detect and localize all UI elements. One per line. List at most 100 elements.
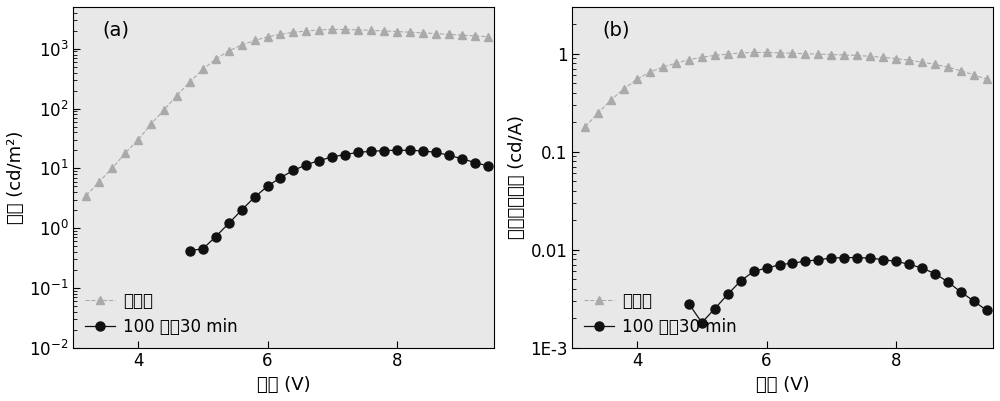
100 度，30 min (326, 154, 338, 159)
抒真空 (352, 27, 364, 32)
100 度，30 min (365, 149, 377, 154)
抒真空 (443, 32, 455, 37)
抒真空 (249, 38, 261, 43)
100 度，30 min (339, 152, 351, 157)
100 度，30 min (864, 256, 876, 261)
100 度，30 min (391, 148, 403, 153)
Legend: 抒真空, 100 度，30 min: 抒真空, 100 度，30 min (581, 288, 740, 339)
100 度，30 min (722, 292, 734, 297)
抒真空 (903, 58, 915, 63)
100 度，30 min (300, 162, 312, 167)
抒真空 (968, 72, 980, 77)
100 度，30 min (877, 257, 889, 262)
100 度，30 min (249, 194, 261, 199)
100 度，30 min (184, 248, 196, 253)
Line: 100 度，30 min: 100 度，30 min (684, 253, 991, 327)
抒真空 (929, 62, 941, 67)
抒真空 (981, 77, 993, 81)
抒真空 (735, 51, 747, 55)
100 度，30 min (786, 261, 798, 265)
抒真空 (300, 28, 312, 33)
抒真空 (812, 52, 824, 57)
Legend: 抒真空, 100 度，30 min: 抒真空, 100 度，30 min (82, 288, 241, 339)
抒真空 (709, 53, 721, 58)
抒真空 (430, 31, 442, 36)
抒真空 (786, 51, 798, 56)
抒真空 (838, 53, 850, 57)
100 度，30 min (236, 208, 248, 213)
100 度，30 min (430, 150, 442, 155)
抒真空 (326, 27, 338, 32)
抒真空 (145, 122, 157, 126)
100 度，30 min (735, 278, 747, 283)
抒真空 (80, 193, 92, 198)
100 度，30 min (287, 168, 299, 173)
抒真空 (210, 57, 222, 61)
100 度，30 min (968, 298, 980, 303)
100 度，30 min (378, 148, 390, 153)
100 度，30 min (262, 184, 274, 189)
100 度，30 min (210, 234, 222, 239)
100 度，30 min (469, 160, 481, 165)
100 度，30 min (825, 256, 837, 261)
抒真空 (916, 60, 928, 65)
抒真空 (683, 57, 695, 62)
100 度，30 min (443, 153, 455, 158)
抒真空 (106, 166, 118, 171)
Y-axis label: 电致发光效率 (cd/A): 电致发光效率 (cd/A) (508, 115, 526, 239)
抒真空 (93, 179, 105, 184)
抒真空 (132, 138, 144, 142)
X-axis label: 电压 (V): 电压 (V) (756, 376, 810, 394)
100 度，30 min (774, 262, 786, 267)
抒真空 (171, 93, 183, 98)
抒真空 (339, 27, 351, 32)
Line: 抒真空: 抒真空 (83, 26, 491, 199)
100 度，30 min (696, 320, 708, 325)
100 度，30 min (197, 246, 209, 251)
100 度，30 min (981, 308, 993, 313)
100 度，30 min (955, 290, 967, 294)
抒真空 (799, 51, 811, 56)
抒真空 (579, 124, 591, 129)
100 度，30 min (274, 175, 286, 180)
100 度，30 min (313, 158, 325, 163)
抒真空 (748, 50, 760, 55)
抒真空 (158, 107, 170, 112)
Line: 抒真空: 抒真空 (582, 49, 990, 130)
抒真空 (670, 61, 682, 66)
抒真空 (657, 65, 669, 69)
抒真空 (223, 49, 235, 53)
100 度，30 min (456, 156, 468, 161)
100 度，30 min (799, 259, 811, 264)
抒真空 (890, 56, 902, 61)
100 度，30 min (890, 259, 902, 264)
抒真空 (761, 50, 773, 55)
Line: 100 度，30 min: 100 度，30 min (185, 146, 492, 255)
Text: (a): (a) (103, 20, 130, 40)
抒真空 (774, 51, 786, 55)
100 度，30 min (812, 257, 824, 262)
100 度，30 min (748, 269, 760, 274)
100 度，30 min (404, 148, 416, 153)
100 度，30 min (417, 148, 429, 153)
100 度，30 min (482, 164, 494, 168)
抒真空 (618, 86, 630, 91)
抒真空 (722, 52, 734, 57)
抒真空 (631, 77, 643, 81)
100 度，30 min (838, 255, 850, 260)
抒真空 (119, 151, 131, 156)
抒真空 (942, 65, 954, 69)
抒真空 (644, 70, 656, 75)
抒真空 (313, 28, 325, 32)
抒真空 (262, 34, 274, 39)
抒真空 (184, 79, 196, 84)
抒真空 (696, 55, 708, 60)
100 度，30 min (929, 271, 941, 276)
抒真空 (404, 30, 416, 34)
抒真空 (825, 52, 837, 57)
抒真空 (605, 97, 617, 102)
抒真空 (456, 33, 468, 38)
抒真空 (287, 30, 299, 35)
100 度，30 min (709, 306, 721, 311)
100 度，30 min (223, 221, 235, 226)
